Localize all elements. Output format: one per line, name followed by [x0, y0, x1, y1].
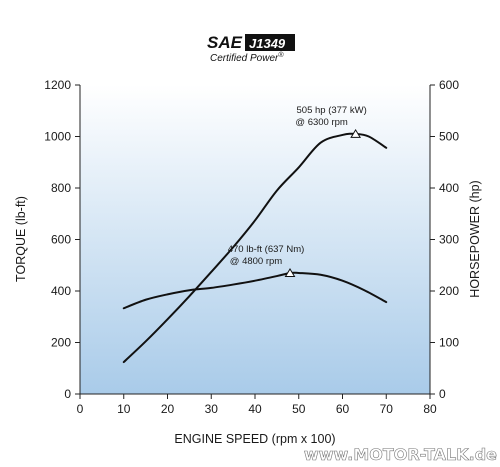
y2-tick-label: 200	[439, 284, 459, 298]
peak-annotation-line2: @ 6300 rpm	[295, 117, 348, 128]
y2-tick-label: 100	[439, 336, 459, 350]
x-tick-label: 20	[161, 402, 175, 416]
y2-tick-label: 0	[439, 387, 446, 401]
y-tick-label: 1200	[44, 78, 71, 92]
peak-marker	[350, 128, 362, 138]
y-tick-label: 800	[51, 181, 71, 195]
y2-tick-label: 600	[439, 78, 459, 92]
x-tick-label: 50	[292, 402, 306, 416]
sae-logo-brand: SAE	[207, 33, 243, 52]
sae-logo-tagline-text: Certified Power	[210, 53, 279, 64]
y2-tick-label: 400	[439, 181, 459, 195]
peak-marker	[284, 268, 296, 277]
tick-layer: 0 10 20 30 40 50 60 70 8002004006008001000120001…	[44, 78, 459, 416]
x-tick-label: 60	[336, 402, 350, 416]
x-tick-label: 10	[117, 402, 131, 416]
x-tick-label: 30	[205, 402, 219, 416]
y2-axis-title: HORSEPOWER (hp)	[468, 180, 482, 297]
x-tick-label: 0	[77, 402, 84, 416]
x-axis-title: ENGINE SPEED (rpm x 100)	[174, 432, 335, 446]
y2-tick-label: 500	[439, 130, 459, 144]
y-tick-label: 600	[51, 233, 71, 247]
sae-logo: SAE J1349 Certified Power®	[207, 33, 295, 64]
sae-logo-standard-box	[245, 34, 295, 51]
torque-curve	[122, 271, 388, 310]
peak-annotation-line2: @ 4800 rpm	[230, 256, 283, 267]
y-tick-label: 200	[51, 336, 71, 350]
y-tick-label: 1000	[44, 130, 71, 144]
sae-logo-tagline: Certified Power®	[210, 51, 284, 64]
y-tick-label: 0	[64, 387, 71, 401]
x-tick-label: 80	[423, 402, 437, 416]
x-tick-label: 70	[380, 402, 394, 416]
plot-background	[80, 85, 430, 394]
sae-logo-standard: J1349	[249, 36, 286, 51]
peak-annotation-line1: 470 lb-ft (637 Nm)	[228, 244, 305, 255]
y-axis-title: TORQUE (lb-ft)	[14, 196, 28, 282]
annotation-layer: 505 hp (377 kW)@ 6300 rpm 470 lb-ft (637 …	[228, 105, 367, 277]
y-tick-label: 400	[51, 284, 71, 298]
peak-annotation-line1: 505 hp (377 kW)	[297, 105, 367, 116]
sae-logo-tagline-mark: ®	[278, 51, 284, 59]
y2-tick-label: 300	[439, 233, 459, 247]
watermark: www.MOTOR-TALK.de	[304, 445, 497, 464]
x-tick-label: 40	[248, 402, 262, 416]
